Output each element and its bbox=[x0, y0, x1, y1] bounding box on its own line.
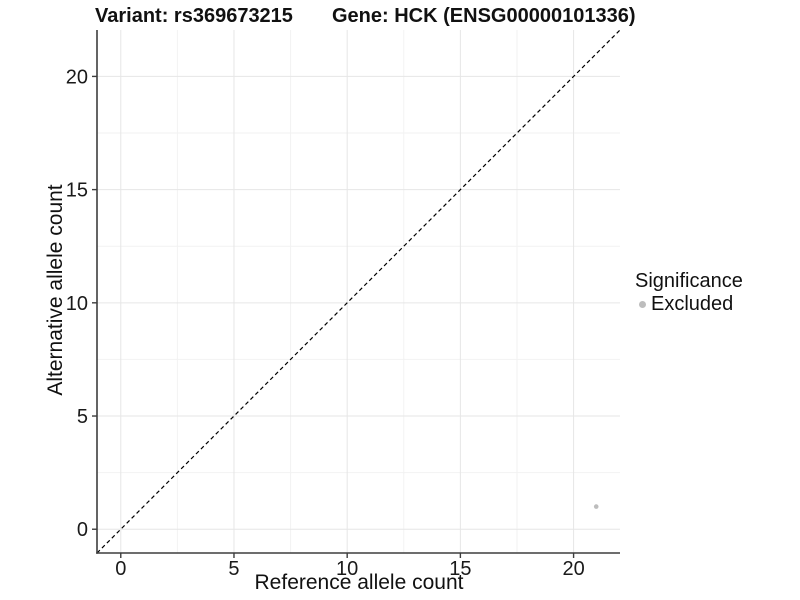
legend: Significance Excluded bbox=[635, 270, 743, 315]
x-axis-title: Reference allele count bbox=[254, 571, 464, 594]
x-tick-label: 10 bbox=[336, 558, 358, 580]
excluded-point-key-icon bbox=[639, 300, 646, 308]
y-tick-label: 5 bbox=[77, 406, 88, 428]
y-tick-label: 15 bbox=[66, 180, 88, 202]
legend-item-excluded: Excluded bbox=[639, 293, 743, 315]
x-tick-label: 0 bbox=[115, 558, 126, 580]
x-tick-label: 15 bbox=[449, 558, 471, 580]
data-point-excluded bbox=[593, 504, 599, 509]
y-axis-title: Alternative allele count bbox=[44, 184, 67, 396]
y-tick-label: 20 bbox=[66, 66, 88, 88]
variant-title: Variant: rs369673215 bbox=[95, 5, 293, 27]
legend-item-label: Excluded bbox=[651, 293, 734, 315]
identity-dashed-line bbox=[96, 29, 621, 554]
legend-title: Significance bbox=[635, 270, 743, 292]
plot-title: Variant: rs369673215 Gene: HCK (ENSG0000… bbox=[0, 4, 800, 28]
y-tick-label: 10 bbox=[66, 293, 88, 315]
x-tick-label: 20 bbox=[562, 558, 584, 580]
x-tick-label: 5 bbox=[228, 558, 239, 580]
y-tick-label: 0 bbox=[77, 519, 88, 541]
gene-title: Gene: HCK (ENSG00000101336) bbox=[332, 5, 636, 27]
